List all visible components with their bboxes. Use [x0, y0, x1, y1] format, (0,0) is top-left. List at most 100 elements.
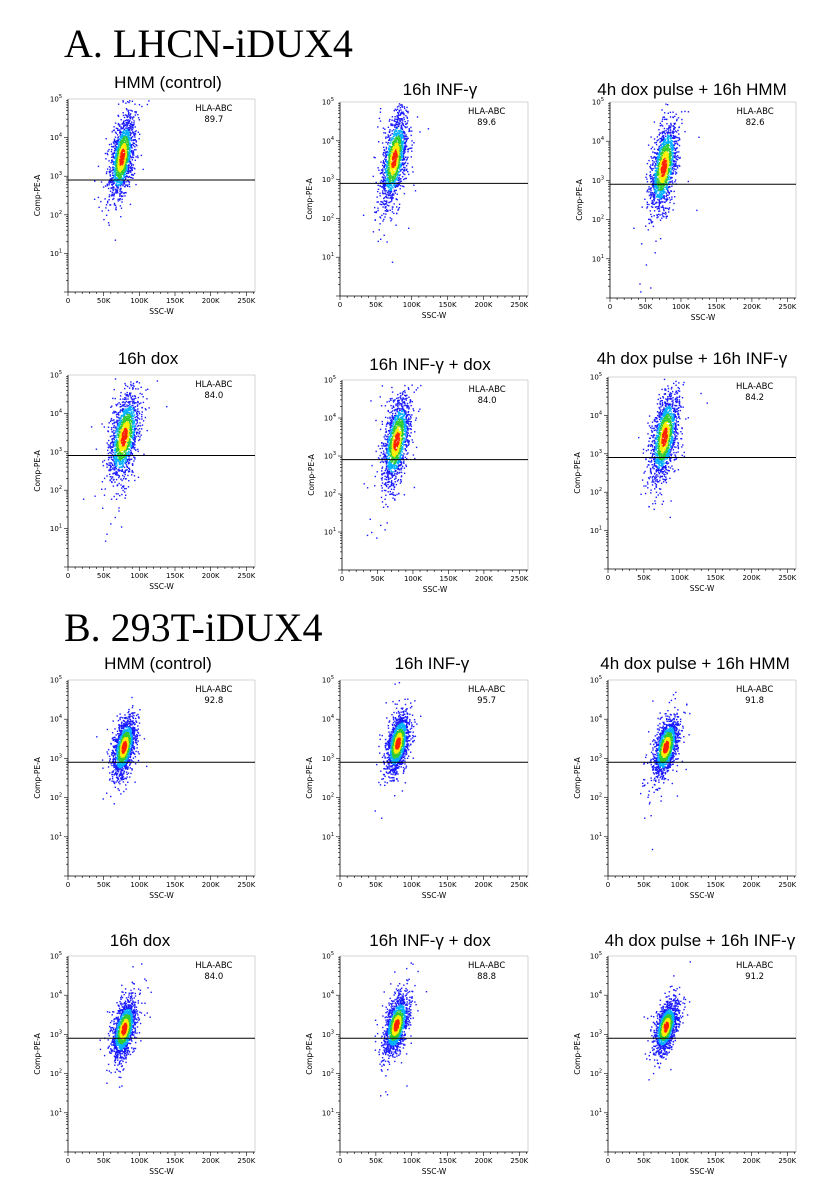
event-point — [136, 141, 137, 142]
event-point — [407, 120, 408, 121]
event-point — [112, 131, 113, 132]
event-point — [650, 174, 651, 175]
event-point — [110, 171, 111, 172]
event-point — [398, 142, 399, 143]
event-point — [662, 205, 663, 206]
event-point — [111, 418, 112, 419]
event-point — [404, 108, 405, 109]
y-tick-label: 104 — [50, 133, 62, 143]
event-point — [110, 167, 111, 168]
event-point — [656, 176, 657, 177]
event-point — [134, 173, 135, 174]
event-point — [127, 386, 128, 387]
event-point — [406, 170, 407, 171]
event-point — [673, 160, 674, 161]
event-point — [655, 241, 656, 242]
event-point — [125, 495, 126, 496]
event-point — [120, 169, 121, 170]
event-point — [383, 132, 384, 133]
event-point — [666, 189, 667, 190]
gate-percentage: 82.6 — [746, 118, 765, 128]
event-point — [647, 190, 648, 191]
event-point — [131, 174, 132, 175]
event-point — [113, 126, 114, 127]
event-point — [120, 192, 121, 193]
event-point — [127, 475, 128, 476]
event-point — [121, 191, 122, 192]
event-point — [380, 120, 381, 121]
event-point — [113, 195, 114, 196]
event-point — [667, 128, 668, 129]
event-point — [658, 194, 659, 195]
event-point — [673, 117, 674, 118]
event-point — [647, 204, 648, 205]
event-point — [104, 426, 105, 427]
event-point — [131, 140, 132, 141]
event-point — [666, 196, 667, 197]
event-point — [641, 243, 642, 244]
event-point — [681, 119, 682, 120]
event-point — [390, 143, 391, 144]
event-point — [658, 129, 659, 130]
event-point — [684, 131, 685, 132]
event-point — [419, 131, 420, 132]
event-point — [122, 155, 123, 156]
event-point — [380, 195, 381, 196]
event-point — [654, 121, 655, 122]
event-point — [109, 169, 110, 170]
event-point — [398, 177, 399, 178]
event-point — [650, 198, 651, 199]
event-point — [141, 416, 142, 417]
event-point — [394, 121, 395, 122]
event-point — [662, 119, 663, 120]
event-point — [674, 191, 675, 192]
event-point — [147, 430, 148, 431]
event-point — [656, 142, 657, 143]
event-point — [666, 193, 667, 194]
event-point — [399, 111, 400, 112]
event-point — [654, 142, 655, 143]
event-point — [127, 128, 128, 129]
event-point — [657, 208, 658, 209]
event-point — [104, 478, 105, 479]
event-point — [388, 127, 389, 128]
event-point — [655, 252, 656, 253]
event-point — [669, 202, 670, 203]
event-point — [666, 186, 667, 187]
event-point — [108, 149, 109, 150]
event-point — [646, 174, 647, 175]
event-point — [134, 136, 135, 137]
event-point — [121, 119, 122, 120]
event-point — [131, 122, 132, 123]
event-point — [651, 181, 652, 182]
event-point — [119, 124, 120, 125]
event-point — [662, 174, 663, 175]
event-point — [390, 135, 391, 136]
event-point — [383, 152, 384, 153]
event-point — [668, 179, 669, 180]
event-point — [665, 146, 666, 147]
event-point — [129, 115, 130, 116]
event-point — [133, 145, 134, 146]
event-point — [404, 146, 405, 147]
event-point — [397, 124, 398, 125]
event-point — [112, 180, 113, 181]
event-point — [657, 161, 658, 162]
event-point — [650, 171, 651, 172]
event-point — [654, 199, 655, 200]
event-point — [145, 408, 146, 409]
event-point — [398, 126, 399, 127]
event-point — [650, 214, 651, 215]
event-point — [400, 153, 401, 154]
event-point — [135, 126, 136, 127]
event-point — [672, 156, 673, 157]
gate-label: HLA-ABC — [468, 107, 505, 117]
gate-label: HLA-ABC — [736, 107, 773, 117]
event-point — [392, 262, 393, 263]
event-point — [397, 106, 398, 107]
event-point — [390, 217, 391, 218]
x-tick-label: 200K — [474, 301, 492, 309]
event-point — [674, 168, 675, 169]
event-point — [391, 120, 392, 121]
event-point — [132, 167, 133, 168]
